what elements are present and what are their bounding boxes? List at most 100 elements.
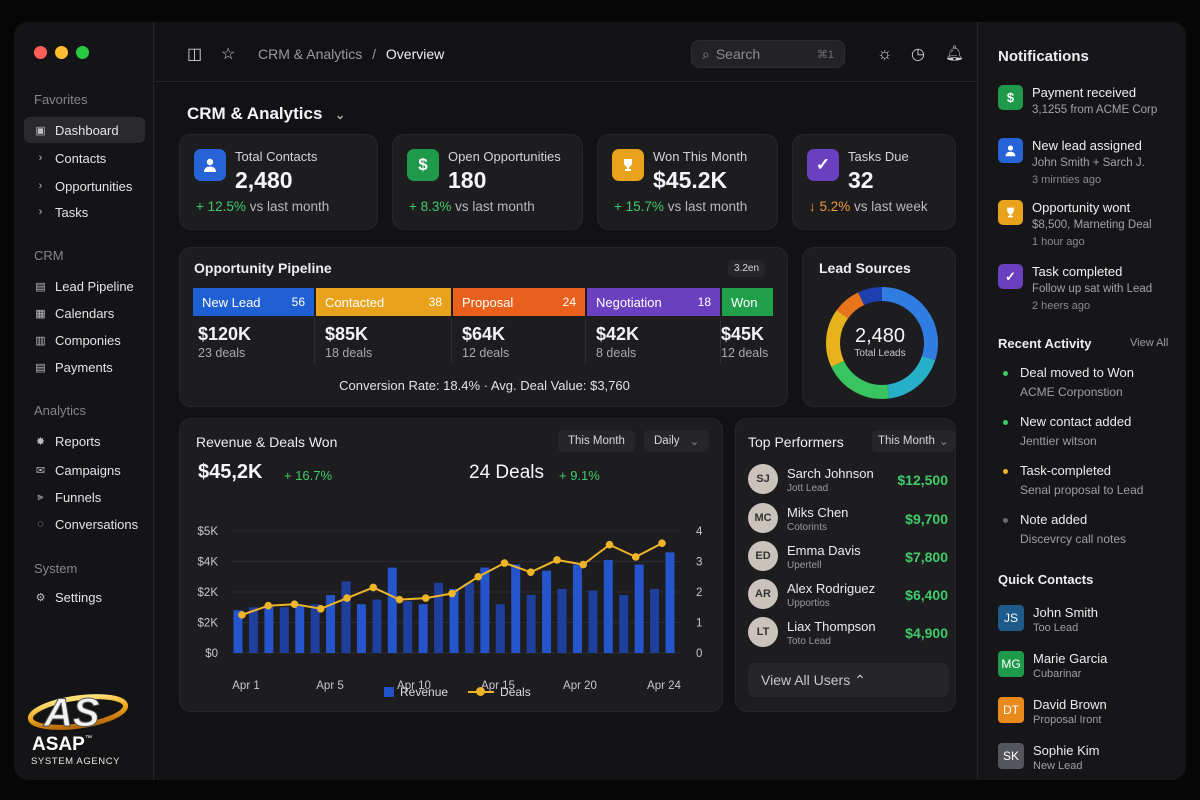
revenue-bar[interactable] [572, 564, 582, 653]
revenue-bar[interactable] [634, 564, 644, 653]
revenue-bar[interactable] [372, 599, 382, 653]
pipeline-stage-new-lead[interactable]: New Lead 56 [193, 288, 314, 316]
revenue-bar[interactable] [665, 552, 675, 653]
sidebar-toggle-icon[interactable]: ◫ [187, 46, 203, 63]
sidebar-item-lead-pipeline[interactable]: ▤ Lead Pipeline [24, 273, 145, 299]
quick-contact-item[interactable]: JS John Smith Too Lead [998, 605, 1183, 639]
stat-card-won-this-month[interactable]: Won This Month $45.2K + 15.7% vs last mo… [597, 134, 778, 230]
stat-card-total-contacts[interactable]: Total Contacts 2,480 + 12.5% vs last mon… [179, 134, 378, 230]
deals-point[interactable] [500, 559, 509, 567]
donut-segment-3[interactable] [826, 310, 849, 367]
revenue-bar[interactable] [526, 595, 536, 653]
revenue-bar[interactable] [264, 605, 274, 653]
deals-point[interactable] [264, 601, 273, 610]
deals-point[interactable] [631, 553, 640, 561]
page-title[interactable]: CRM & Analytics ⌄ [187, 104, 345, 124]
revenue-bar[interactable] [511, 564, 521, 653]
revenue-bar[interactable] [326, 595, 336, 653]
pipeline-stage-won[interactable]: Won [722, 288, 773, 316]
history-icon[interactable]: ◷ [911, 46, 925, 63]
pipeline-stage-contacted[interactable]: Contacted 38 [316, 288, 451, 316]
revenue-bar[interactable] [356, 604, 366, 653]
deals-point[interactable] [369, 583, 378, 592]
recent-activity-view-all[interactable]: View All [1130, 337, 1169, 349]
deals-point[interactable] [553, 556, 561, 564]
activity-item[interactable]: Note added Discevrcy call notes [998, 512, 1183, 552]
deals-point[interactable] [658, 539, 666, 547]
view-all-users-button[interactable]: View All Users ⌃ [748, 663, 949, 697]
revenue-bar[interactable] [588, 590, 598, 653]
revenue-bar[interactable] [650, 588, 660, 653]
star-icon[interactable]: ☆ [221, 46, 236, 63]
quick-contact-item[interactable]: MG Marie Garcia Cubarinar [998, 651, 1183, 685]
deals-point[interactable] [579, 560, 588, 569]
revenue-bar[interactable] [233, 610, 243, 653]
sidebar-item-reports[interactable]: ✸ Reports [24, 428, 145, 454]
revenue-filter-period[interactable]: This Month [558, 430, 635, 452]
donut-segment-0[interactable] [881, 287, 938, 361]
revenue-bar[interactable] [603, 559, 613, 653]
revenue-bar[interactable] [495, 604, 505, 653]
revenue-bar[interactable] [434, 582, 444, 653]
revenue-bar[interactable] [619, 595, 629, 653]
revenue-bar[interactable] [403, 601, 413, 653]
maximize-window-button[interactable] [76, 46, 89, 59]
top-performers-filter[interactable]: This Month ⌄ [872, 430, 955, 452]
sidebar-item-funnels[interactable]: ⫸ Funnels [24, 484, 145, 510]
performer-row[interactable]: ED Emma Davis Upertell $7,800 [748, 539, 948, 575]
sidebar-item-tasks[interactable]: › Tasks [24, 199, 145, 225]
performer-row[interactable]: AR Alex Rodriguez Upportios $6,400 [748, 577, 948, 613]
activity-item[interactable]: Deal moved to Won ACME Corponstion [998, 365, 1183, 405]
sidebar-item-contacts[interactable]: › Contacts [24, 145, 145, 171]
search-input[interactable]: ⌕ Search ⌘1 [691, 40, 845, 68]
sidebar-item-settings[interactable]: ⚙ Settings [24, 584, 145, 610]
revenue-bar[interactable] [248, 607, 258, 653]
revenue-filter-interval[interactable]: Daily ⌄ [644, 430, 710, 452]
close-window-button[interactable] [34, 46, 47, 59]
deals-point[interactable] [290, 600, 299, 608]
performer-row[interactable]: MC Miks Chen Cotorints $9,700 [748, 501, 948, 537]
quick-contact-item[interactable]: DT David Brown Proposal Iront [998, 697, 1183, 731]
activity-item[interactable]: New contact added Jenttier witson [998, 414, 1183, 454]
deals-point[interactable] [605, 540, 614, 549]
donut-segment-5[interactable] [858, 287, 883, 306]
sidebar-item-payments[interactable]: ▤ Payments [24, 354, 145, 380]
stat-card-open-opportunities[interactable]: $ Open Opportunities 180 + 8.3% vs last … [392, 134, 583, 230]
sidebar-item-dashboard[interactable]: ▣ Dashboard [24, 117, 145, 143]
revenue-bar[interactable] [295, 605, 305, 653]
performer-row[interactable]: SJ Sarch Johnson Jott Lead $12,500 [748, 462, 948, 498]
deals-point[interactable] [316, 604, 325, 613]
sidebar-item-opportunities[interactable]: › Opportunities [24, 173, 145, 199]
sidebar-item-campaigns[interactable]: ✉ Campaigns [24, 457, 145, 483]
stat-card-tasks-due[interactable]: ✓ Tasks Due 32 ↓ 5.2% vs last week [792, 134, 956, 230]
deals-point[interactable] [395, 595, 404, 604]
deals-point[interactable] [526, 568, 535, 576]
sidebar-item-conversations[interactable]: ◌ Conversations [24, 511, 145, 537]
sidebar-item-companies[interactable]: ▥ Componies [24, 327, 145, 353]
quick-contact-item[interactable]: SK Sophie Kim New Lead [998, 743, 1183, 777]
donut-segment-2[interactable] [831, 360, 890, 399]
deals-point[interactable] [238, 611, 246, 619]
revenue-bar[interactable] [464, 582, 474, 653]
deals-point[interactable] [421, 594, 430, 602]
revenue-bar[interactable] [418, 604, 428, 653]
notification-item[interactable]: New lead assigned John Smith + Sarch J. 3 … [998, 138, 1183, 192]
revenue-bar[interactable] [310, 604, 320, 653]
pipeline-stage-negotiation[interactable]: Negotiation 18 [587, 288, 720, 316]
notification-item[interactable]: Opportunity wont $8,500, Marneting Deal 1 … [998, 200, 1183, 254]
revenue-bar[interactable] [449, 588, 459, 653]
notification-item[interactable]: $ Payment received 3,1255 from ACME Corp [998, 85, 1183, 135]
pipeline-stage-proposal[interactable]: Proposal 24 [453, 288, 585, 316]
activity-item[interactable]: Task-completed Senal proposal to Lead [998, 463, 1183, 503]
notification-item[interactable]: ✓ Task completed Follow up sat with Lead 2 … [998, 264, 1183, 318]
revenue-bar[interactable] [542, 570, 552, 653]
bell-icon[interactable]: 🔔︎ [945, 45, 965, 62]
sun-icon[interactable]: ☼ [877, 44, 893, 63]
revenue-bar[interactable] [279, 607, 289, 653]
revenue-bar[interactable] [480, 567, 490, 653]
revenue-bar[interactable] [341, 581, 351, 653]
performer-row[interactable]: LT Liax Thompson Toto Lead $4,900 [748, 615, 948, 651]
sidebar-item-calendars[interactable]: ▦ Calendars [24, 300, 145, 326]
deals-point[interactable] [448, 589, 456, 598]
donut-segment-1[interactable] [886, 355, 936, 399]
